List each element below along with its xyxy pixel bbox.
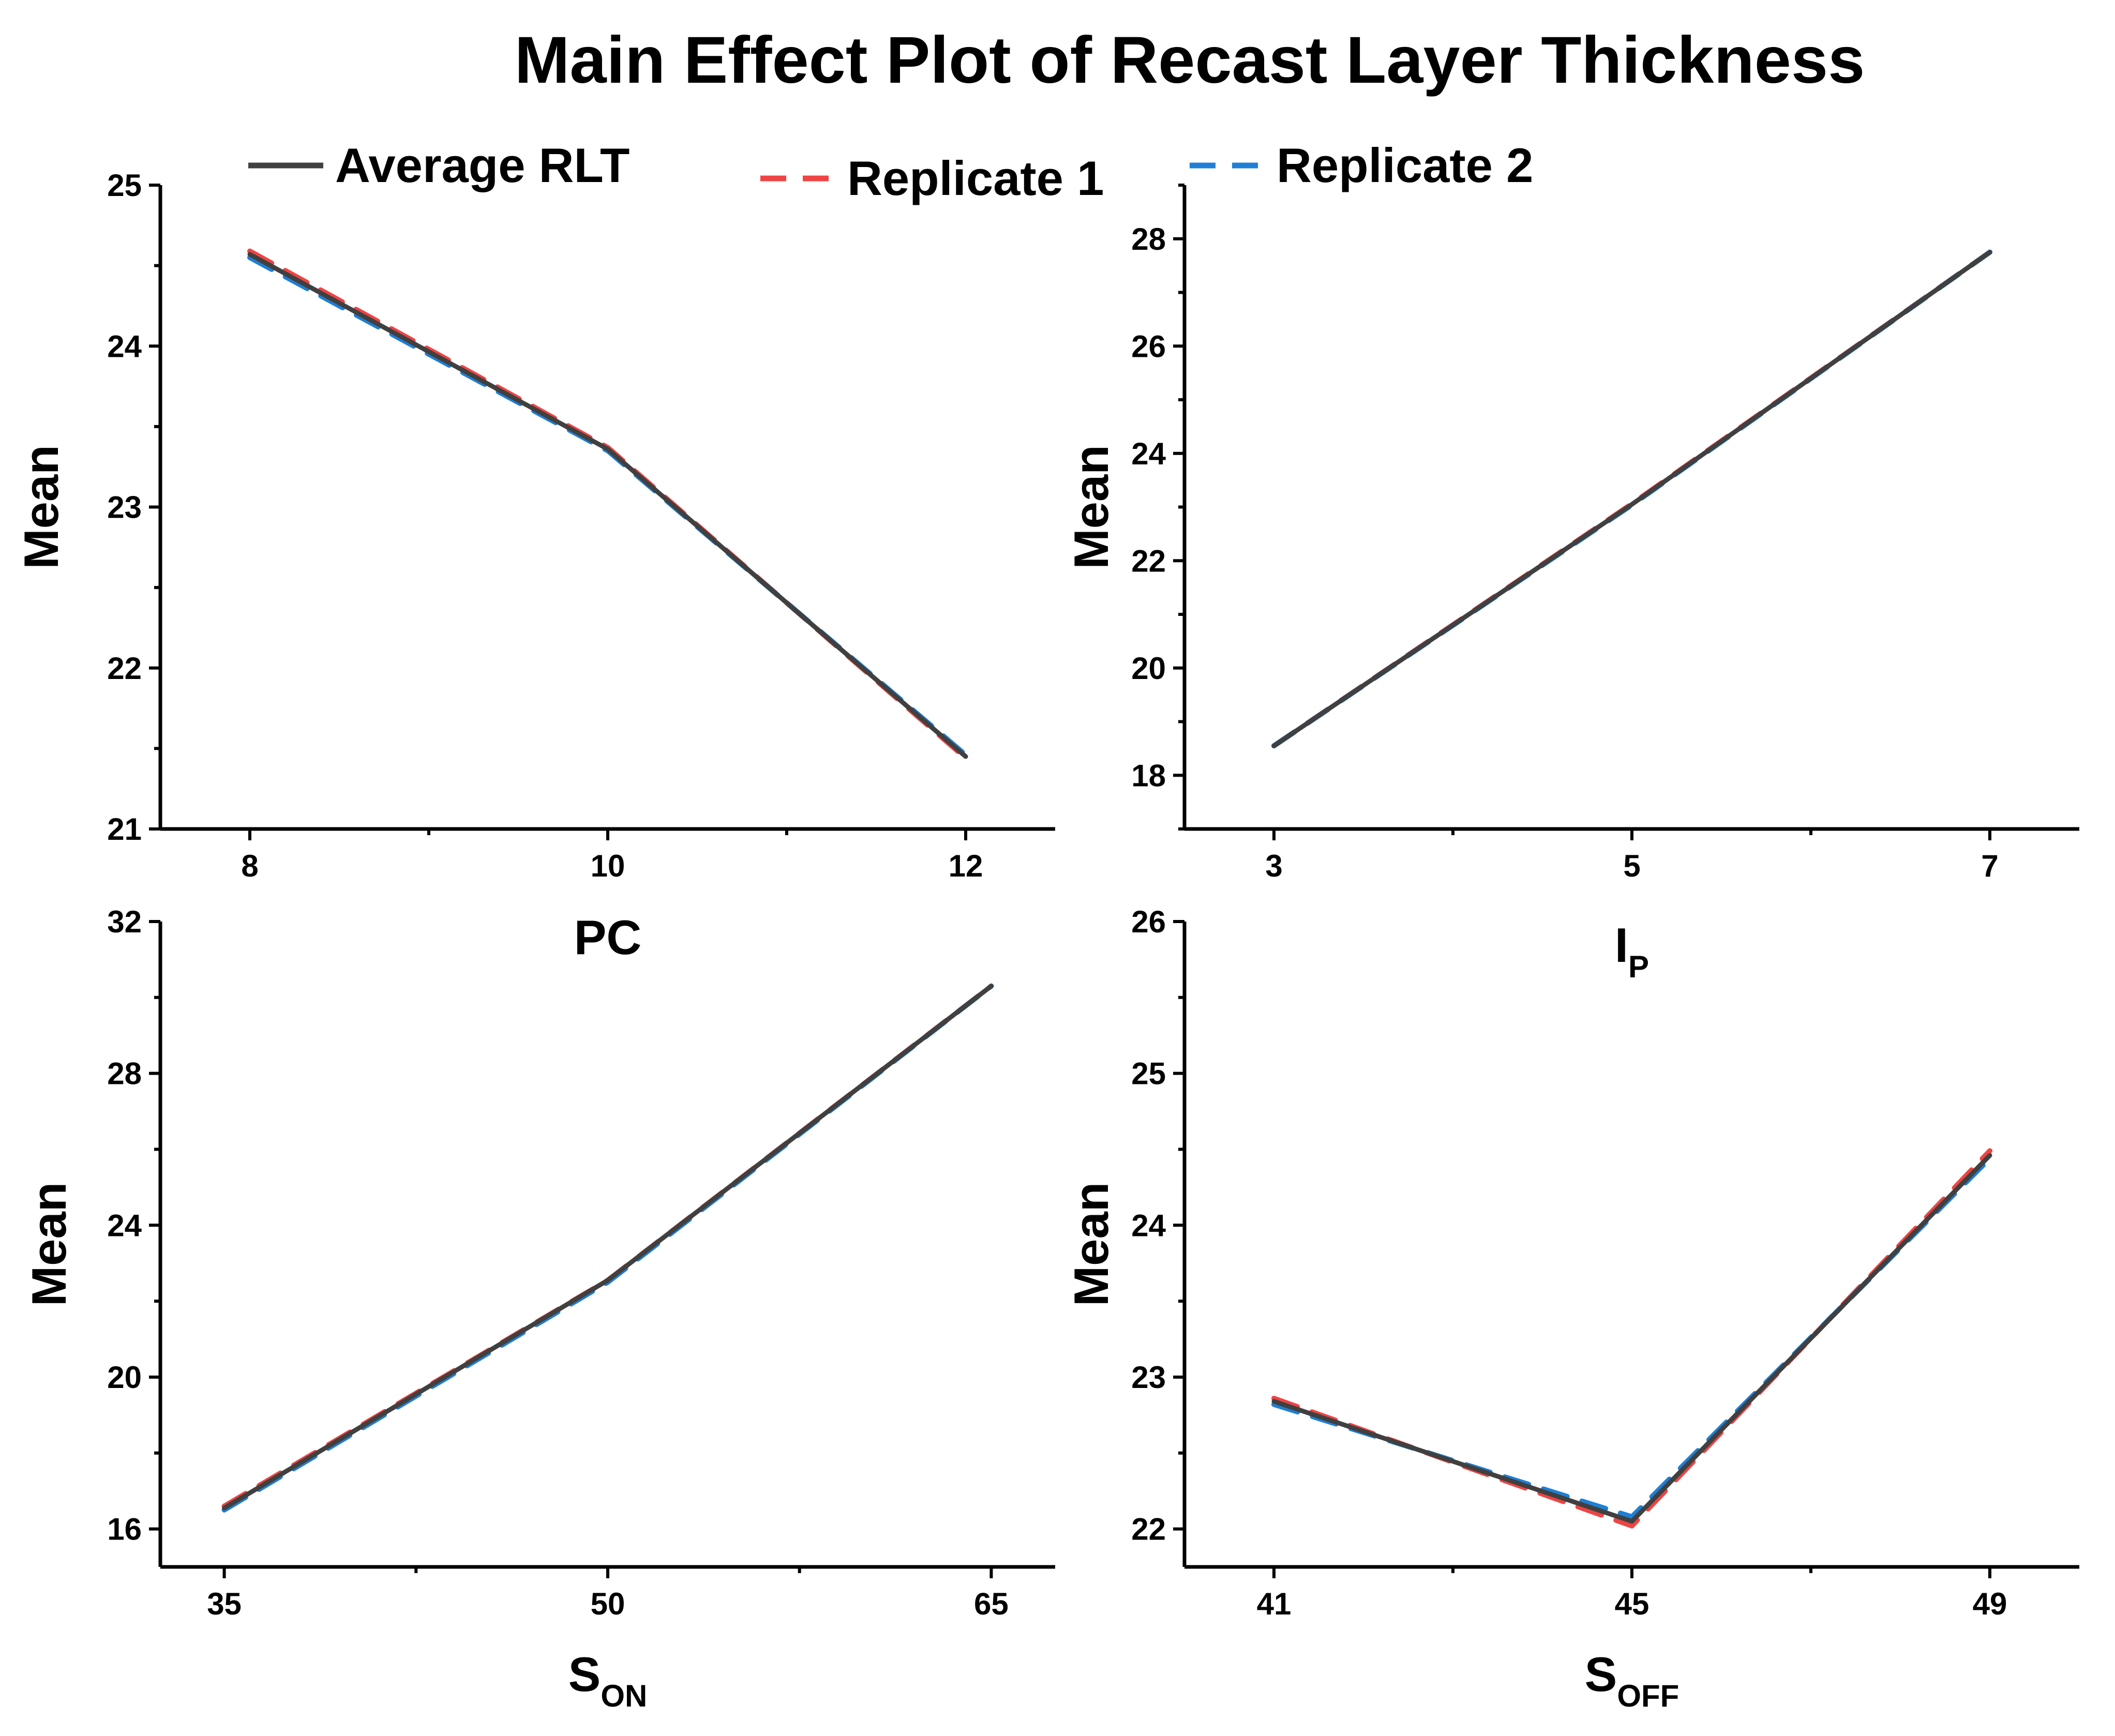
x-tick-label: 49 (1973, 1587, 2007, 1621)
series-line-replicate-1 (221, 983, 994, 1509)
panel-ip: 18 20 22 24 26 28 3 5 7 Mean IP (1064, 184, 2079, 984)
y-tick-label: 22 (1131, 544, 1166, 578)
x-tick-label: 7 (1981, 849, 1998, 883)
y-tick-label: 21 (107, 812, 142, 847)
series-line-average-rlt (1271, 250, 1992, 748)
y-axis-label: Mean (1064, 445, 1118, 569)
y-tick-label: 22 (1131, 1512, 1166, 1547)
series-line-average-rlt (1271, 1153, 1992, 1524)
series-line-replicate-2 (221, 983, 994, 1513)
y-tick-label: 22 (107, 651, 142, 686)
y-tick-label: 23 (107, 490, 142, 525)
legend-label-2: Replicate 1 (847, 151, 1104, 205)
legend-label-1: Average RLT (335, 138, 629, 192)
series-line-average-rlt (222, 984, 994, 1511)
legend-label-3: Replicate 2 (1277, 138, 1533, 192)
series-line-replicate-1 (1271, 1148, 1992, 1529)
y-tick-label: 16 (107, 1512, 142, 1547)
y-axis-label: Mean (1064, 1182, 1118, 1306)
panel-pc: 21 22 23 24 25 8 10 12 Mean PC (14, 168, 1055, 964)
y-tick-label: 24 (1131, 1208, 1166, 1243)
x-tick-label: 35 (207, 1587, 242, 1621)
y-tick-label: 18 (1131, 758, 1166, 793)
legend: Average RLT Replicate 1 Replicate 2 (248, 138, 1533, 205)
legend-entry-3: Replicate 2 (1190, 138, 1533, 192)
x-tick-label: 50 (591, 1587, 625, 1621)
legend-entry-1: Average RLT (248, 138, 629, 192)
y-tick-label: 24 (107, 1208, 142, 1243)
x-tick-label: 65 (974, 1587, 1009, 1621)
panel-soff: 22 23 24 25 26 41 45 49 Mean SOFF (1064, 904, 2079, 1713)
chart-title: Main Effect Plot of Recast Layer Thickne… (515, 23, 1865, 97)
y-tick-label: 20 (107, 1360, 142, 1395)
x-axis-label: PC (574, 910, 642, 964)
series-line-replicate-2 (1271, 1156, 1992, 1520)
x-tick-label: 3 (1265, 849, 1282, 883)
y-tick-label: 25 (107, 168, 142, 203)
panel-son: 16 20 24 28 32 35 50 65 Mean SON (22, 904, 1055, 1713)
x-tick-label: 8 (241, 849, 258, 883)
x-axis-label: SOFF (1585, 1647, 1679, 1713)
y-axis-label: Mean (22, 1182, 76, 1306)
y-tick-label: 23 (1131, 1360, 1166, 1395)
y-tick-label: 24 (1131, 436, 1166, 471)
x-tick-label: 5 (1623, 849, 1640, 883)
y-tick-label: 28 (1131, 222, 1166, 256)
x-tick-label: 10 (591, 849, 625, 883)
y-tick-label: 20 (1131, 651, 1166, 686)
y-axis-label: Mean (14, 445, 68, 569)
y-tick-label: 32 (107, 904, 142, 939)
y-tick-label: 26 (1131, 904, 1166, 939)
y-tick-label: 26 (1131, 329, 1166, 364)
x-tick-label: 12 (949, 849, 983, 883)
series-line-replicate-1 (247, 248, 968, 761)
x-axis-label: IP (1615, 918, 1649, 984)
series-line-replicate-2 (247, 255, 968, 758)
legend-entry-2: Replicate 1 (760, 151, 1104, 205)
y-tick-label: 25 (1131, 1056, 1166, 1091)
y-tick-label: 24 (107, 329, 142, 364)
series-line-average-rlt (247, 252, 968, 759)
x-axis-label: SON (568, 1647, 648, 1713)
y-tick-label: 28 (107, 1056, 142, 1091)
x-tick-label: 45 (1615, 1587, 1649, 1621)
x-tick-label: 41 (1257, 1587, 1292, 1621)
